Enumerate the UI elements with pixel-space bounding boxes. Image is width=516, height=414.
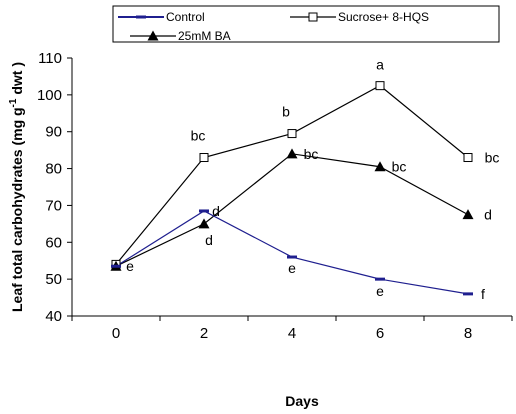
y-tick-label: 70 bbox=[45, 197, 62, 214]
data-point bbox=[375, 81, 385, 91]
y-tick-label: 80 bbox=[45, 161, 62, 178]
y-tick-label: 50 bbox=[45, 271, 62, 288]
significance-label: bc bbox=[304, 146, 319, 162]
y-axis-title: Leaf total carbohydrates (mg g-1 dwt ) bbox=[8, 62, 25, 312]
significance-label: e bbox=[376, 283, 384, 299]
data-point bbox=[374, 161, 386, 172]
significance-label: bc bbox=[392, 159, 407, 175]
series-line bbox=[115, 210, 469, 295]
significance-label: bc bbox=[191, 128, 206, 144]
data-point bbox=[462, 209, 474, 220]
series-line bbox=[115, 84, 469, 265]
x-tick-label: 8 bbox=[464, 325, 472, 342]
legend-label: Sucrose+ 8-HQS bbox=[338, 10, 429, 24]
significance-label: d bbox=[212, 203, 220, 219]
x-tick-label: 2 bbox=[200, 325, 208, 342]
significance-label: b bbox=[282, 104, 290, 120]
axes bbox=[71, 58, 512, 317]
y-tick-label: 90 bbox=[45, 124, 62, 141]
y-tick-label: 110 bbox=[38, 50, 62, 67]
x-axis-title: Days bbox=[285, 393, 319, 409]
legend-marker bbox=[147, 30, 159, 41]
data-point bbox=[287, 129, 297, 139]
significance-label: d bbox=[484, 207, 492, 223]
data-point bbox=[463, 153, 473, 163]
data-point bbox=[286, 148, 298, 159]
significance-label: bc bbox=[485, 150, 500, 166]
data-point bbox=[199, 153, 209, 163]
legend-marker bbox=[308, 12, 318, 22]
significance-label: e bbox=[126, 258, 134, 274]
legend-label: Control bbox=[166, 10, 205, 24]
significance-label: a bbox=[376, 57, 384, 73]
significance-label: d bbox=[205, 232, 213, 248]
x-tick-label: 6 bbox=[376, 325, 384, 342]
series-line bbox=[115, 153, 469, 267]
x-tick-label: 0 bbox=[112, 325, 120, 342]
legend-box bbox=[112, 5, 500, 43]
y-tick-label: 40 bbox=[45, 308, 62, 325]
significance-label: e bbox=[288, 260, 296, 276]
significance-label: f bbox=[481, 286, 485, 302]
legend-label: 25mM BA bbox=[178, 29, 231, 43]
y-tick-label: 60 bbox=[45, 234, 62, 251]
y-tick-label: 100 bbox=[37, 87, 62, 104]
data-point bbox=[198, 218, 210, 229]
x-tick-label: 4 bbox=[288, 325, 296, 342]
legend: Control Sucrose+ 8-HQS 25mM BA bbox=[112, 5, 500, 43]
